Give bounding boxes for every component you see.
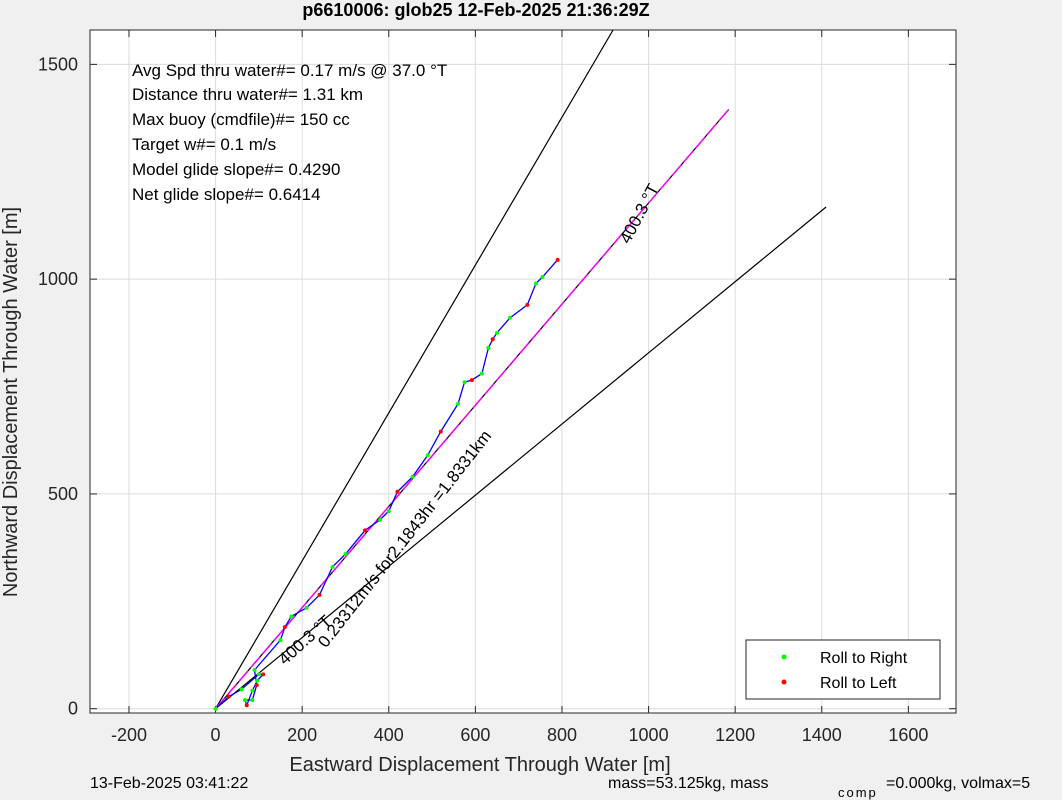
track-line — [215, 108, 730, 710]
roll-right-point — [462, 380, 467, 385]
legend-roll-right-label: Roll to Right — [820, 650, 908, 667]
roll-left-point — [362, 528, 367, 533]
stat-avg-speed: Avg Spd thru water#= 0.17 m/s @ 37.0 °T — [132, 61, 447, 80]
roll-right-point — [252, 668, 257, 673]
y-tick-label: 1500 — [38, 54, 78, 74]
grid — [90, 30, 956, 713]
reference-line-upper-bound — [215, 29, 614, 710]
x-tick-label: 400 — [374, 725, 404, 745]
stat-net-glide: Net glide slope#= 0.6414 — [132, 185, 321, 204]
roll-right-point — [533, 281, 538, 286]
legend-roll-left-marker — [781, 679, 787, 685]
roll-right-point — [250, 688, 255, 693]
stats-block: Avg Spd thru water#= 0.17 m/s @ 37.0 °T … — [132, 61, 447, 204]
roll-right-point — [250, 698, 255, 703]
x-axis-label: Eastward Displacement Through Water [m] — [289, 754, 670, 776]
roll-right-point — [456, 401, 461, 406]
x-tick-label: 0 — [211, 725, 221, 745]
y-tick-label: 1000 — [38, 269, 78, 289]
roll-right-point — [243, 698, 248, 703]
legend: Roll to Right Roll to Left — [745, 639, 941, 700]
legend-roll-left-label: Roll to Left — [820, 675, 897, 692]
stat-target-w: Target w#= 0.1 m/s — [132, 135, 276, 154]
x-tick-label: 1200 — [715, 725, 755, 745]
roll-points — [213, 257, 560, 711]
ticks: -200 0 200 400 600 800 1000 1200 1400 1600 0 500 100… — [38, 30, 956, 745]
roll-left-point — [244, 703, 249, 708]
roll-left-point — [395, 489, 400, 494]
footer-timestamp: 13-Feb-2025 03:41:22 — [90, 775, 248, 792]
x-tick-label: 1000 — [629, 725, 669, 745]
roll-right-point — [278, 637, 283, 642]
roll-right-point — [386, 509, 391, 514]
roll-right-point — [486, 345, 491, 350]
legend-roll-right-marker — [781, 654, 787, 660]
roll-right-point — [410, 474, 415, 479]
roll-right-point — [213, 706, 218, 711]
roll-right-point — [256, 672, 261, 677]
reference-line-lower-bound — [215, 206, 827, 710]
chart-title: p6610006: glob25 12-Feb-2025 21:36:29Z — [302, 0, 649, 20]
stat-model-glide: Model glide slope#= 0.4290 — [132, 160, 340, 179]
roll-right-point — [425, 453, 430, 458]
stat-distance: Distance thru water#= 1.31 km — [132, 85, 363, 104]
roll-right-point — [495, 330, 500, 335]
roll-left-point — [525, 302, 530, 307]
roll-right-point — [289, 614, 294, 619]
stat-max-buoy: Max buoy (cmdfile)#= 150 cc — [132, 110, 350, 129]
footer-volmax: =0.000kg, volmax=5 — [886, 775, 1030, 792]
roll-left-point — [254, 683, 259, 688]
y-tick-label: 500 — [48, 484, 78, 504]
x-tick-label: 1400 — [802, 725, 842, 745]
roll-left-point — [469, 378, 474, 383]
x-tick-label: -200 — [111, 725, 147, 745]
footer-mass-comp: comp — [838, 785, 878, 800]
x-tick-label: 800 — [547, 725, 577, 745]
x-tick-label: 200 — [287, 725, 317, 745]
roll-right-point — [239, 687, 244, 692]
track — [215, 108, 730, 710]
roll-right-point — [540, 274, 545, 279]
roll-right-point — [330, 564, 335, 569]
roll-right-point — [255, 678, 260, 683]
roll-left-point — [226, 694, 231, 699]
plot-area — [89, 29, 957, 714]
x-tick-label: 1600 — [888, 725, 928, 745]
y-axis-label: Northward Displacement Through Water [m] — [0, 207, 22, 597]
x-tick-label: 600 — [460, 725, 490, 745]
y-tick-label: 0 — [68, 699, 78, 719]
legend-box — [745, 639, 941, 700]
roll-left-point — [438, 429, 443, 434]
roll-right-point — [343, 552, 348, 557]
roll-left-point — [282, 625, 287, 630]
roll-left-point — [261, 672, 266, 677]
footer-mass: mass=53.125kg, mass — [608, 775, 769, 792]
roll-left-point — [490, 337, 495, 342]
roll-right-point — [508, 315, 513, 320]
roll-right-point — [479, 371, 484, 376]
roll-left-point — [317, 592, 322, 597]
roll-left-point — [555, 257, 560, 262]
roll-right-point — [304, 605, 309, 610]
roll-right-point — [378, 517, 383, 522]
